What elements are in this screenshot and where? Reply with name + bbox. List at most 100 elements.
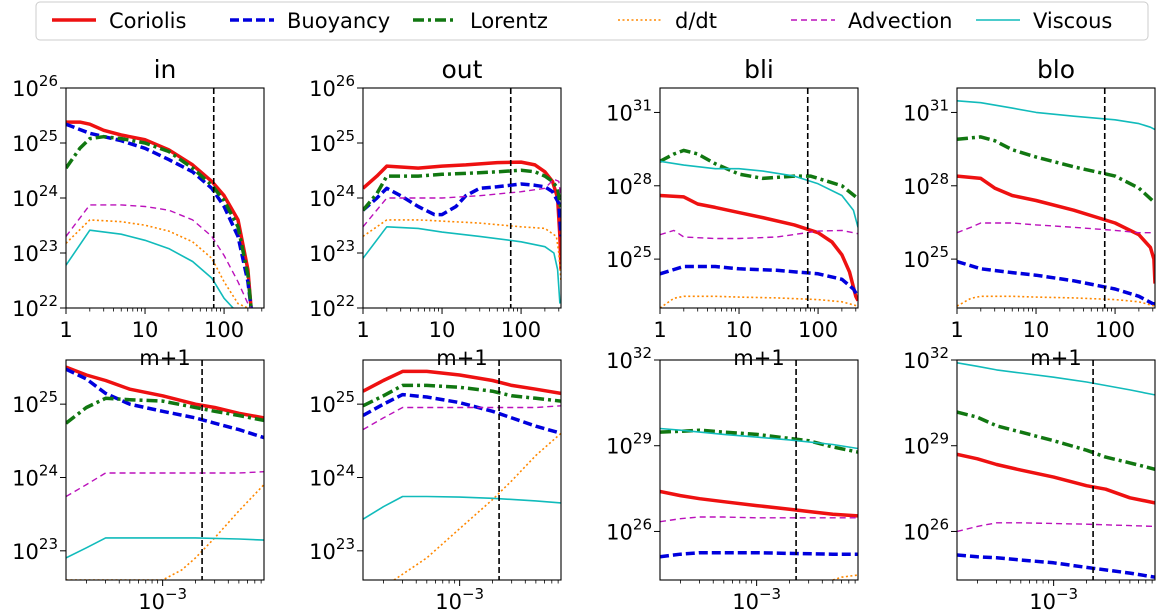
panel-title: blo xyxy=(1037,55,1075,84)
axes-frame xyxy=(65,359,265,581)
y-tick-label: 1025 xyxy=(309,388,355,417)
series-lines xyxy=(957,362,1155,579)
series-d-dt xyxy=(832,574,858,580)
x-tick-label: 10−3 xyxy=(1029,585,1078,612)
y-tick-label: 1026 xyxy=(309,72,355,101)
series-d-dt xyxy=(363,219,561,282)
y-tick-label: 1024 xyxy=(309,461,355,490)
x-minor-ticks xyxy=(89,308,263,312)
series-coriolis xyxy=(957,174,1155,284)
series-lines xyxy=(660,148,858,308)
legend-label-viscous: Viscous xyxy=(1033,9,1112,33)
legend-label-advection: Advection xyxy=(848,9,952,33)
x-tick-label: 10−3 xyxy=(435,585,484,612)
x-minor-ticks xyxy=(683,308,857,312)
panel-freq-3: 10−3frequency102610291032 xyxy=(606,344,859,612)
panel-bli: bli 1 10 100 m+1 1025 1028 1031 xyxy=(606,55,859,370)
y-tick-label: 1032 xyxy=(606,344,652,373)
series-advection xyxy=(66,471,264,498)
series-buoyancy xyxy=(363,182,561,237)
y-tick-label: 1024 xyxy=(12,182,58,211)
y-tick-label: 1023 xyxy=(309,535,355,564)
y-tick-label: 1031 xyxy=(903,96,949,125)
x-axis-label: m+1 xyxy=(139,346,190,370)
panel-out: out 1 10 100 m+1 1022 1023 1024 1025 1026 xyxy=(309,55,562,370)
y-tick-label: 1025 xyxy=(309,127,355,156)
series-lorentz xyxy=(957,410,1155,471)
series-viscous xyxy=(957,100,1155,131)
series-advection xyxy=(66,204,252,308)
series-lines xyxy=(957,100,1155,307)
series-coriolis xyxy=(363,160,561,270)
series-buoyancy xyxy=(660,550,858,559)
axes-frame xyxy=(362,359,562,581)
series-advection xyxy=(363,405,561,431)
x-minor-ticks xyxy=(977,580,1153,584)
y-tick-label: 1023 xyxy=(309,237,355,266)
panels: in 1 10 100 m+1 1022 1023 1024 1025 1026 out 1 10 100… xyxy=(12,55,1156,612)
series-advection xyxy=(363,178,561,228)
panel-freq-2: 10−3frequency102310241025 xyxy=(309,359,562,612)
series-d-dt xyxy=(66,484,264,580)
panel-freq-4: 10−3frequency102610291032 xyxy=(903,344,1156,612)
axes-frame xyxy=(956,87,1156,309)
y-tick-label: 1025 xyxy=(12,388,58,417)
series-lines xyxy=(363,369,561,580)
series-buoyancy xyxy=(957,553,1155,579)
legend-frame xyxy=(35,1,1149,41)
x-tick-label: 1 xyxy=(356,318,369,342)
series-buoyancy xyxy=(660,264,858,298)
panel-freq-1: 10−3frequency102310241025 xyxy=(12,359,265,612)
x-tick-label: 100 xyxy=(1095,318,1135,342)
series-lorentz xyxy=(957,135,1155,205)
y-tick-label: 1024 xyxy=(309,182,355,211)
axes-frame xyxy=(659,359,859,581)
panel-title: out xyxy=(442,55,483,84)
series-d-dt xyxy=(957,295,1155,307)
x-minor-ticks xyxy=(680,580,856,584)
series-d-dt xyxy=(393,432,561,580)
series-lorentz xyxy=(660,428,858,454)
series-coriolis xyxy=(957,452,1155,505)
series-coriolis xyxy=(660,193,858,302)
series-coriolis xyxy=(363,369,561,396)
series-buoyancy xyxy=(957,259,1155,306)
x-tick-label: 100 xyxy=(798,318,838,342)
legend-label-buoyancy: Buoyancy xyxy=(287,9,390,33)
axes-frame xyxy=(956,359,1156,581)
y-tick-label: 1025 xyxy=(12,127,58,156)
x-minor-ticks xyxy=(383,580,559,584)
series-lines xyxy=(660,427,858,580)
legend-label-lorentz: Lorentz xyxy=(470,9,548,33)
panel-in: in 1 10 100 m+1 1022 1023 1024 1025 1026 xyxy=(12,55,265,370)
x-tick-label: 100 xyxy=(204,318,244,342)
series-viscous xyxy=(66,229,234,308)
panel-blo: blo 1 10 100 m+1 1025 1028 1031 xyxy=(903,55,1156,370)
series-lines xyxy=(66,365,264,580)
y-tick-label: 1022 xyxy=(309,292,355,321)
x-tick-label: 10−3 xyxy=(138,585,187,612)
x-axis-label: m+1 xyxy=(436,346,487,370)
series-d-dt xyxy=(66,219,250,308)
x-minor-ticks xyxy=(980,308,1154,312)
y-tick-label: 1023 xyxy=(12,237,58,266)
legend-label-coriolis: Coriolis xyxy=(109,9,186,33)
x-tick-label: 10−3 xyxy=(732,585,781,612)
panel-title: in xyxy=(154,55,177,84)
series-buoyancy xyxy=(363,392,561,435)
x-axis-label: m+1 xyxy=(733,346,784,370)
series-d-dt xyxy=(660,295,858,308)
x-minor-ticks xyxy=(386,308,560,312)
series-lorentz xyxy=(66,134,253,308)
y-tick-label: 1026 xyxy=(903,515,949,544)
series-viscous xyxy=(957,362,1155,396)
x-minor-ticks xyxy=(86,580,262,584)
x-tick-label: 100 xyxy=(501,318,541,342)
series-coriolis xyxy=(660,489,858,518)
legend: Coriolis Buoyancy Lorentz d/dt Advection Visc… xyxy=(35,1,1149,41)
series-lines xyxy=(66,120,253,308)
series-lorentz xyxy=(66,396,264,425)
series-advection xyxy=(660,229,858,240)
axes-frame xyxy=(659,87,859,309)
